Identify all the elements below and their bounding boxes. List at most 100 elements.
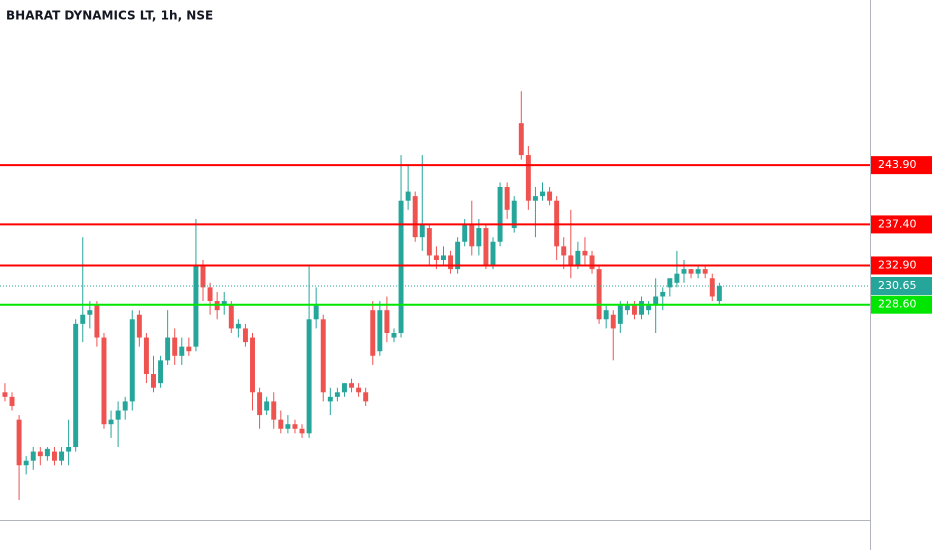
candle-body bbox=[306, 319, 312, 434]
candle-body bbox=[688, 269, 694, 274]
price-label-box bbox=[871, 277, 932, 295]
candle-body bbox=[9, 396, 15, 406]
candle-body bbox=[405, 191, 411, 201]
chart-title: BHARAT DYNAMICS LT, 1h, NSE bbox=[6, 9, 213, 23]
candle-body bbox=[94, 305, 100, 338]
candle-body bbox=[313, 305, 319, 320]
candle-body bbox=[639, 301, 645, 315]
candle-body bbox=[278, 419, 284, 429]
candle-body bbox=[271, 401, 277, 420]
candle-body bbox=[603, 310, 609, 320]
candle-body bbox=[660, 291, 666, 297]
candle-body bbox=[702, 269, 708, 274]
candle-body bbox=[674, 273, 680, 283]
candle-body bbox=[320, 319, 326, 393]
candle-body bbox=[285, 424, 291, 429]
candle-body bbox=[327, 396, 333, 402]
candle-body bbox=[186, 346, 192, 352]
candle-body bbox=[716, 286, 722, 302]
candle-body bbox=[441, 255, 446, 260]
price-label-box bbox=[871, 215, 932, 234]
candle-body bbox=[172, 337, 178, 356]
candle-body bbox=[363, 392, 369, 402]
candle-body bbox=[525, 155, 531, 201]
candle-body bbox=[384, 310, 390, 333]
candle-body bbox=[561, 246, 567, 256]
price-label: 232.90 bbox=[878, 258, 917, 271]
candle-body bbox=[511, 200, 517, 229]
candle-body bbox=[207, 287, 213, 302]
candle-body bbox=[370, 310, 376, 356]
candle-body bbox=[228, 305, 234, 329]
candle-body bbox=[433, 255, 439, 260]
price-label-box bbox=[871, 256, 932, 275]
candle-body bbox=[709, 278, 715, 297]
candle-body bbox=[497, 187, 503, 242]
candle-body bbox=[596, 269, 602, 320]
candle-body bbox=[73, 323, 79, 448]
candle-body bbox=[221, 301, 227, 306]
candle-body bbox=[532, 196, 538, 201]
candle-body bbox=[462, 223, 468, 242]
candle-body bbox=[37, 451, 43, 457]
candle-body bbox=[292, 424, 298, 429]
price-label: 237.40 bbox=[878, 217, 917, 230]
candle-body bbox=[589, 255, 595, 270]
candle-body bbox=[377, 310, 383, 352]
candle-body bbox=[617, 305, 623, 324]
candle-body bbox=[646, 305, 652, 311]
price-label: 230.65 bbox=[878, 279, 917, 292]
candle-body bbox=[653, 296, 659, 306]
candle-body bbox=[349, 383, 355, 388]
price-label-box bbox=[871, 156, 932, 175]
candle-body bbox=[143, 337, 149, 375]
candle-body bbox=[448, 255, 454, 270]
candle-body bbox=[115, 410, 121, 420]
candle-body bbox=[490, 241, 496, 265]
candle-body bbox=[419, 223, 425, 238]
candle-body bbox=[30, 451, 36, 461]
overlays bbox=[0, 164, 870, 306]
candle-body bbox=[101, 337, 107, 425]
price-label: 243.90 bbox=[878, 158, 917, 171]
candle-body bbox=[568, 255, 574, 265]
candle-body bbox=[23, 460, 29, 466]
candle-body bbox=[469, 223, 475, 247]
candle-body bbox=[200, 264, 206, 288]
candle-body bbox=[398, 200, 404, 333]
candle-body bbox=[547, 191, 553, 201]
candle-body bbox=[242, 328, 248, 343]
candle-body bbox=[695, 269, 701, 274]
candle-body bbox=[179, 346, 185, 356]
candle-body bbox=[391, 332, 397, 338]
candle-body bbox=[412, 196, 418, 238]
candle-body bbox=[540, 191, 545, 197]
price-label: 228.60 bbox=[878, 298, 917, 311]
candle-body bbox=[356, 387, 362, 393]
price-label-box bbox=[871, 295, 932, 314]
candle-body bbox=[518, 123, 524, 156]
candle-body bbox=[136, 314, 142, 338]
candle-body bbox=[87, 310, 93, 315]
candle-body bbox=[235, 323, 241, 329]
candle-body bbox=[80, 314, 86, 324]
candle-body bbox=[59, 451, 65, 461]
candle-body bbox=[129, 319, 135, 402]
candle-body bbox=[66, 447, 72, 452]
candle-body bbox=[165, 337, 171, 361]
candle-body bbox=[151, 374, 156, 388]
candle-body bbox=[51, 451, 57, 461]
candle-body bbox=[582, 250, 588, 256]
candle-body bbox=[483, 228, 489, 265]
candle-body bbox=[16, 419, 22, 466]
candle-body bbox=[341, 383, 347, 393]
candle-body bbox=[108, 419, 114, 425]
candle-body bbox=[631, 305, 637, 315]
candle-body bbox=[250, 337, 255, 393]
candle-body bbox=[2, 392, 8, 397]
candle-body bbox=[122, 401, 128, 411]
candle-body bbox=[681, 269, 687, 274]
candle-body bbox=[624, 305, 630, 311]
